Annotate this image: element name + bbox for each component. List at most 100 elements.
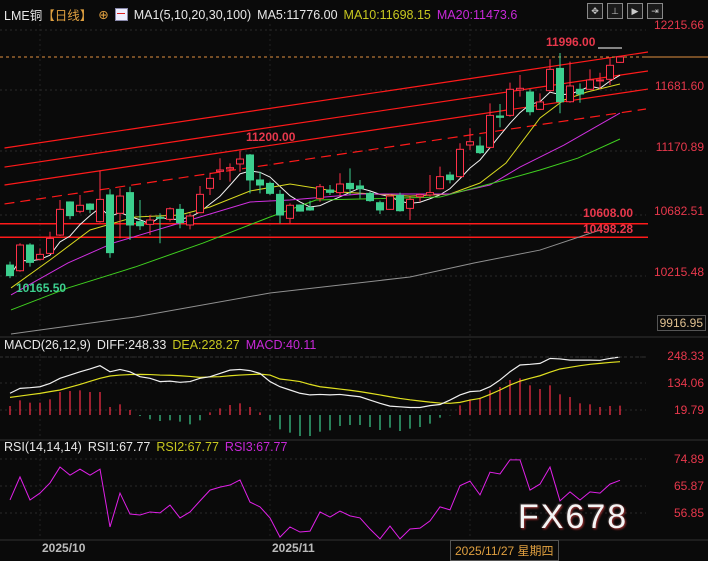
candle-body [187, 216, 194, 225]
rsi-tick: 56.85 [674, 506, 704, 520]
candle [537, 93, 544, 110]
date-label: 2025/10 [42, 541, 85, 555]
rsi-tick: 65.87 [674, 479, 704, 493]
candle-body [537, 102, 544, 109]
rsi3-value: RSI3:67.77 [225, 440, 288, 454]
candle-body [357, 186, 364, 189]
candle [477, 137, 484, 154]
level-annotation-10498: 10498.28 [583, 222, 633, 236]
macd-dea-line [10, 362, 620, 404]
macd-diff-line [10, 357, 620, 408]
candle-body [147, 220, 154, 224]
rsi2-value: RSI2:67.77 [156, 440, 219, 454]
candle-body [607, 65, 614, 79]
candle [487, 103, 494, 148]
candle-body [547, 69, 554, 90]
candle [57, 200, 64, 236]
candle-body [527, 92, 534, 112]
instrument-title: LME铜 [4, 5, 42, 24]
price-tick: 11170.89 [656, 140, 704, 154]
candle [227, 163, 234, 181]
ma5-value: MA5:11776.00 [257, 8, 337, 22]
low-annotation: 10165.50 [16, 281, 66, 295]
candle-body [237, 159, 244, 164]
candle [337, 173, 344, 196]
macd-hist-value: MACD:40.11 [246, 338, 317, 352]
channel-trendline [5, 52, 649, 148]
candle-body [67, 202, 74, 216]
export-icon[interactable]: ⇥ [647, 3, 663, 19]
candle-body [327, 190, 334, 192]
candle-body [247, 155, 254, 180]
level-annotation-10608: 10608.00 [583, 206, 633, 220]
ma10-value: MA10:11698.15 [344, 8, 431, 22]
candle-body [337, 184, 344, 193]
period-label[interactable]: 【日线】 [42, 5, 92, 24]
candle-body [227, 168, 234, 169]
macd-indicator-name[interactable]: MACD(26,12,9) [4, 338, 91, 352]
candle-body [317, 187, 324, 199]
candle-body [277, 194, 284, 215]
candle [177, 204, 184, 228]
candle-body [267, 183, 274, 193]
candle-body [157, 217, 164, 218]
price-legend: LME铜 【日线】 ⊕ MA1(5,10,20,30,100) MA5:1177… [4, 5, 517, 24]
candle [527, 89, 534, 115]
candle-body [507, 89, 514, 115]
candle-body [87, 204, 94, 209]
candle [47, 232, 54, 254]
high-annotation: 11996.00 [546, 35, 595, 49]
candle [127, 187, 134, 240]
candle [517, 75, 524, 97]
candle-body [477, 146, 484, 153]
candle-body [467, 142, 474, 145]
candle-body [397, 195, 404, 210]
indicator-chart-icon[interactable] [115, 8, 128, 21]
candle-body [127, 193, 134, 225]
candle-body [57, 209, 64, 235]
rsi-tick: 74.89 [674, 452, 704, 466]
candle [617, 57, 624, 63]
candle-body [177, 209, 184, 222]
candle [317, 184, 324, 202]
candle [197, 186, 204, 213]
range-icon[interactable]: ⊥ [607, 3, 623, 19]
candle [437, 167, 444, 190]
candle [497, 104, 504, 127]
crosshair-icon[interactable]: ✥ [587, 3, 603, 19]
candle-body [307, 208, 314, 210]
channel-trendline [5, 89, 649, 185]
globe-icon[interactable]: ⊕ [98, 7, 108, 22]
candle-body [197, 194, 204, 212]
candle [377, 201, 384, 214]
candle [67, 201, 74, 219]
candle [17, 243, 24, 271]
candle [327, 185, 334, 195]
peak-annotation: 11200.00 [246, 130, 295, 144]
play-icon[interactable]: ▶ [627, 3, 643, 19]
candle [247, 154, 254, 193]
rsi-indicator-name[interactable]: RSI(14,14,14) [4, 440, 82, 454]
ma-indicator-name[interactable]: MA1(5,10,20,30,100) [134, 8, 251, 22]
candle-body [617, 57, 624, 62]
candle [367, 192, 374, 202]
chart-toolbar: ✥ ⊥ ▶ ⇥ [587, 3, 663, 19]
candle-body [577, 89, 584, 94]
candle-body [497, 116, 504, 117]
candle [607, 58, 614, 85]
candle-body [517, 88, 524, 90]
candle-body [97, 199, 104, 221]
candle [407, 197, 414, 220]
candle [277, 190, 284, 223]
candle [117, 188, 124, 238]
candle [457, 143, 464, 177]
candle [267, 182, 274, 195]
candle-body [557, 68, 564, 101]
candle-body [7, 265, 14, 276]
rsi1-value: RSI1:67.77 [88, 440, 151, 454]
candle-body [567, 86, 574, 102]
candle-body [117, 196, 124, 213]
candle [287, 203, 294, 223]
price-tick-bottom: 9916.95 [657, 315, 706, 331]
